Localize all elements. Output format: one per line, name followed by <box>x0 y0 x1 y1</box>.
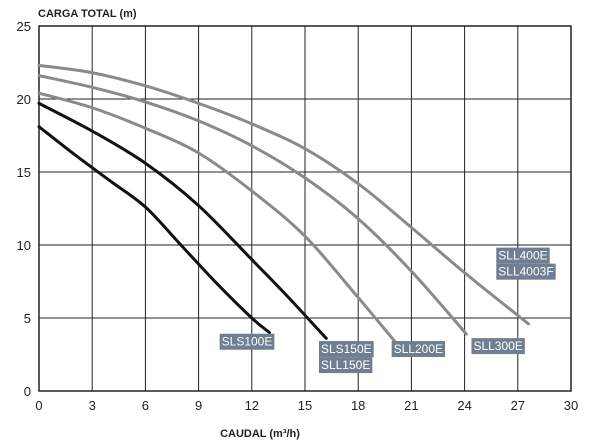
series-label-box <box>496 263 556 280</box>
x-tick-label: 27 <box>511 398 525 413</box>
series-label-sll400e: SLL400E <box>496 247 550 264</box>
y-tick-label: 0 <box>24 384 31 399</box>
x-tick-label: 24 <box>457 398 471 413</box>
y-tick-label: 15 <box>17 165 31 180</box>
curve-sll300e <box>37 74 468 336</box>
series-label-text: SLL400E <box>498 249 547 263</box>
series-label-sll4003f: SLL4003F <box>496 263 556 280</box>
x-tick-label: 21 <box>404 398 418 413</box>
x-tick-label: 18 <box>351 398 365 413</box>
x-tick-label: 3 <box>89 398 96 413</box>
series-label-box <box>471 338 525 355</box>
y-tick-label: 20 <box>17 92 31 107</box>
series-label-box <box>318 341 374 358</box>
series-label-text: SLL4003F <box>498 265 553 279</box>
series-label-sll150e: SLL150E <box>318 357 373 374</box>
series-label-box <box>318 357 373 374</box>
curve-sls100e <box>37 125 272 335</box>
series-label-box <box>496 247 550 264</box>
y-tick-label: 5 <box>24 311 31 326</box>
series-label-text: SLL150E <box>321 358 370 372</box>
y-tick-label: 25 <box>17 19 31 34</box>
series-label-sls150e: SLS150E <box>318 341 374 358</box>
series-labels: SLS100E SLS150E SLL150E SLL200E SLL300E SLL40… <box>219 247 556 374</box>
grid <box>38 25 572 392</box>
curve-sls150e <box>37 101 328 340</box>
x-tick-label: 0 <box>35 398 42 413</box>
x-tick-label: 6 <box>142 398 149 413</box>
series-label-box <box>391 341 446 358</box>
series-label-sll200e: SLL200E <box>391 341 446 358</box>
curve-sll400e <box>37 63 530 326</box>
x-tick-label: 15 <box>298 398 312 413</box>
series-label-text: SLS100E <box>222 335 273 349</box>
plot-area-frame <box>38 25 572 392</box>
series-label-text: SLL300E <box>473 339 522 353</box>
series-label-text: SLS150E <box>321 342 372 356</box>
x-axis-ticks: 0 3 6 9 12 15 18 21 24 27 30 <box>35 398 578 413</box>
y-axis-title: CARGA TOTAL (m) <box>38 8 137 20</box>
x-tick-label: 9 <box>195 398 202 413</box>
curve-sll200e <box>37 91 399 346</box>
series-label-box <box>219 333 275 350</box>
series-label-sll300e: SLL300E <box>471 338 525 355</box>
curves <box>37 63 530 346</box>
y-tick-label: 10 <box>17 238 31 253</box>
x-tick-label: 30 <box>564 398 578 413</box>
series-label-text: SLL200E <box>394 342 443 356</box>
series-label-sls100e: SLS100E <box>219 333 275 350</box>
x-tick-label: 12 <box>245 398 259 413</box>
x-axis-title: CAUDAL (m³/h) <box>220 428 300 440</box>
y-axis-ticks: 0 5 10 15 20 25 <box>17 19 31 399</box>
